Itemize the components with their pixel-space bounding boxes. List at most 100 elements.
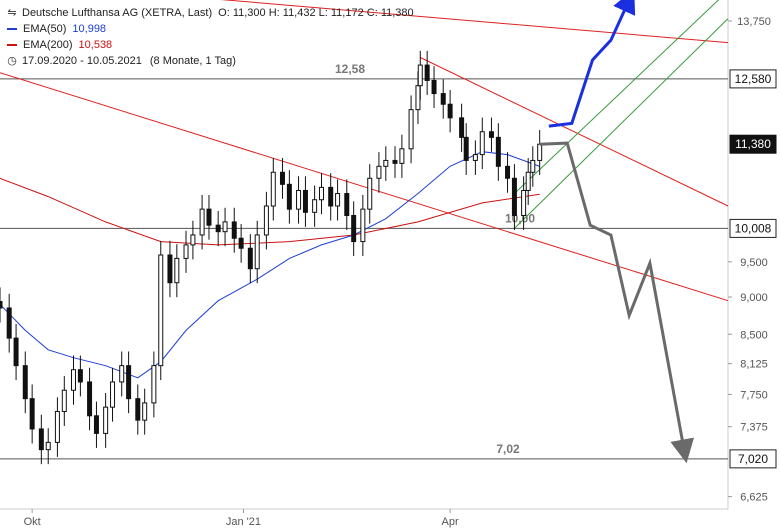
date-range: 17.09.2020 - 10.05.2021: [22, 55, 142, 67]
level-price-text: 7,020: [738, 452, 768, 466]
ema200-label: EMA(200): [23, 39, 73, 51]
candle-body: [383, 159, 389, 167]
candle-body: [151, 365, 157, 404]
candle-body: [335, 193, 341, 207]
trendline: [420, 57, 729, 207]
y-tick-label: 13,750: [737, 16, 771, 28]
clock-icon: ◷: [7, 55, 17, 67]
instrument-title: Deutsche Lufthansa AG (XETRA, Last): [22, 7, 213, 19]
candle-body: [254, 234, 260, 270]
trendline: [220, 0, 729, 44]
last-price-text: 11,380: [735, 137, 771, 151]
candle-body: [45, 441, 51, 451]
y-tick-label: 9,000: [740, 292, 768, 304]
candle-body: [222, 221, 228, 233]
candle-body: [119, 365, 125, 383]
candle-body: [312, 199, 318, 213]
candle-body: [174, 257, 180, 284]
candle-body: [54, 410, 60, 443]
bearish-scenario: [539, 141, 695, 464]
candle-body: [521, 189, 527, 217]
ema200-line: [0, 177, 540, 246]
trendline: [0, 72, 729, 302]
candle-body: [167, 254, 173, 284]
ohlc-values: O: 11,300 H: 11,432 L: 11,172 C: 11,380: [218, 7, 414, 19]
y-tick-label: 6,625: [740, 492, 768, 504]
x-tick-label: Okt: [24, 516, 41, 528]
candle-body: [328, 186, 334, 207]
candle-body: [505, 165, 511, 179]
candle-body: [525, 171, 531, 191]
candle-body: [530, 159, 536, 173]
ema50-value: 10,998: [72, 23, 107, 35]
candle-body: [511, 177, 517, 217]
legend-title-row: ⇋ Deutsche Lufthansa AG (XETRA, Last) O:…: [6, 5, 414, 21]
chart-legend: ⇋ Deutsche Lufthansa AG (XETRA, Last) O:…: [6, 5, 414, 69]
candle-body: [447, 103, 453, 119]
bullish-scenario: [548, 0, 636, 128]
candle-body: [459, 117, 465, 138]
candle-body: [38, 428, 44, 451]
candle-body: [472, 154, 478, 161]
y-tick-label: 9,500: [740, 257, 768, 269]
y-tick-label: 8,500: [740, 329, 768, 341]
candle-body: [199, 208, 205, 236]
candle-body: [215, 224, 221, 233]
legend-ema50-row[interactable]: EMA(50) 10,998: [6, 21, 414, 37]
candle-body: [344, 193, 350, 217]
candle-body: [351, 215, 357, 243]
candle-body: [142, 402, 148, 421]
channel-line: [514, 18, 729, 229]
ema200-value: 10,538: [78, 39, 113, 51]
candle-body: [190, 234, 196, 246]
level-label: 7,02: [496, 442, 520, 456]
level-price-box: [729, 218, 777, 238]
candle-body: [399, 148, 405, 164]
candle-body: [87, 381, 93, 417]
candle-body: [415, 85, 421, 111]
candle-body: [537, 143, 543, 161]
candle-body: [296, 189, 302, 210]
level-price-text: 12,580: [735, 72, 772, 86]
candle-body: [431, 79, 437, 95]
y-tick-label: 8,125: [740, 359, 768, 371]
candle-body: [29, 398, 35, 430]
y-tick-label: 7,750: [740, 389, 768, 401]
level-price-box: [729, 69, 777, 89]
channel-line: [514, 0, 720, 194]
candle-body: [238, 237, 244, 249]
candle-body: [126, 365, 132, 400]
legend-ema200-row[interactable]: EMA(200) 10,538: [6, 37, 414, 53]
date-range-detail: (8 Monate, 1 Tag): [149, 55, 236, 67]
candle-body: [158, 254, 164, 367]
x-tick-label: Jan '21: [226, 516, 261, 528]
candle-body: [392, 159, 398, 164]
candle-body: [279, 171, 285, 185]
axis-labels: 13,750 9,500 9,000 8,500 8,125 7,750 7,375 6,62…: [24, 16, 777, 528]
candle-body: [302, 189, 308, 213]
candle-body: [6, 307, 12, 339]
candle-body: [231, 221, 237, 239]
candle-body: [286, 183, 292, 210]
candle-body: [183, 244, 189, 259]
candle-body: [479, 131, 485, 156]
candle-body: [463, 136, 469, 161]
candle-body: [70, 369, 76, 391]
candle-body: [247, 247, 253, 270]
candle-body: [135, 398, 141, 421]
candle-body: [61, 389, 67, 412]
level-label: 12,58: [335, 62, 365, 76]
candle-body: [408, 109, 414, 150]
candle-body: [488, 131, 494, 138]
candle-body: [103, 406, 109, 434]
candle-body: [206, 208, 212, 226]
level-price-box: [729, 449, 777, 469]
candle-body: [417, 64, 423, 87]
ema50-label: EMA(50): [23, 23, 67, 35]
trendlines: [0, 0, 729, 302]
scenario-paths: [539, 0, 695, 464]
x-tick-label: Apr: [442, 516, 459, 528]
candle-body: [440, 93, 446, 105]
